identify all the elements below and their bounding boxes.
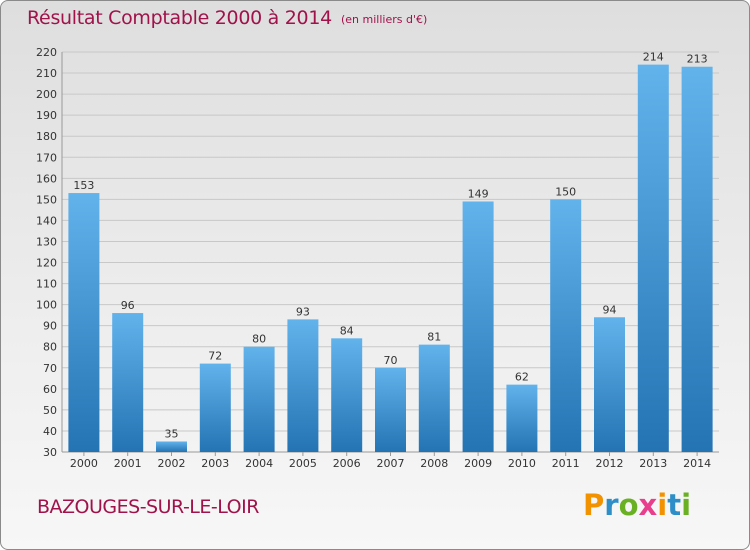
bar <box>112 313 144 452</box>
x-tick-label: 2013 <box>639 457 667 470</box>
bar <box>506 384 538 452</box>
y-tick-label: 110 <box>36 278 57 291</box>
x-tick-label: 2005 <box>289 457 317 470</box>
bar <box>243 346 275 452</box>
y-tick-label: 140 <box>36 214 57 227</box>
bar <box>375 367 406 452</box>
y-tick-label: 130 <box>36 235 57 248</box>
brand-letter: P <box>583 488 605 522</box>
y-tick-label: 30 <box>43 446 57 459</box>
y-tick-label: 60 <box>43 383 57 396</box>
brand-letter: t <box>667 488 682 522</box>
x-tick-label: 2014 <box>683 457 711 470</box>
x-tick-label: 2012 <box>596 457 624 470</box>
bar <box>594 317 625 452</box>
brand-letter: o <box>618 488 639 522</box>
data-label: 81 <box>427 331 441 344</box>
y-tick-label: 70 <box>43 362 57 375</box>
x-tick-label: 2004 <box>245 457 273 470</box>
x-tick-label: 2009 <box>464 457 492 470</box>
bar <box>550 199 582 452</box>
y-tick-label: 50 <box>43 404 57 417</box>
x-tick-label: 2006 <box>333 457 361 470</box>
proxiti-logo[interactable]: Proxiti <box>583 488 691 522</box>
chart-subtitle: (en milliers d'€) <box>341 13 428 26</box>
bar <box>199 363 231 452</box>
brand-letter: r <box>604 488 619 522</box>
x-tick-label: 2002 <box>158 457 186 470</box>
data-label: 213 <box>687 53 708 66</box>
y-tick-label: 210 <box>36 67 57 80</box>
data-label: 84 <box>340 324 354 337</box>
data-label: 62 <box>515 371 529 384</box>
y-tick-label: 160 <box>36 172 57 185</box>
data-label: 72 <box>208 350 222 363</box>
y-tick-label: 170 <box>36 151 57 164</box>
y-tick-label: 190 <box>36 109 57 122</box>
data-label: 35 <box>165 427 179 440</box>
bar <box>418 344 450 452</box>
data-label: 94 <box>603 303 617 316</box>
x-tick-label: 2003 <box>201 457 229 470</box>
bar <box>331 338 363 452</box>
x-tick-label: 2001 <box>114 457 142 470</box>
bar <box>287 319 319 452</box>
y-tick-label: 150 <box>36 193 57 206</box>
y-tick-label: 80 <box>43 341 57 354</box>
y-tick-label: 100 <box>36 299 57 312</box>
data-label: 70 <box>384 354 398 367</box>
bar <box>681 66 713 452</box>
y-tick-label: 220 <box>36 46 57 59</box>
y-tick-label: 180 <box>36 130 57 143</box>
bar <box>637 64 669 452</box>
x-tick-label: 2007 <box>377 457 405 470</box>
data-label: 80 <box>252 333 266 346</box>
x-tick-label: 2008 <box>420 457 448 470</box>
x-tick-label: 2010 <box>508 457 536 470</box>
commune-name: BAZOUGES-SUR-LE-LOIR <box>37 496 259 518</box>
data-label: 149 <box>468 187 489 200</box>
brand-letter: i <box>657 488 668 522</box>
x-tick-label: 2011 <box>552 457 580 470</box>
y-tick-label: 40 <box>43 425 57 438</box>
axis-layer: 30 40 50 60 70 80 90 100 110 120 130 140 150 160 170 18… <box>36 46 719 470</box>
y-tick-label: 90 <box>43 320 57 333</box>
data-label: 214 <box>643 51 664 64</box>
bar <box>68 193 100 453</box>
data-label: 150 <box>555 185 576 198</box>
y-tick-label: 120 <box>36 257 57 270</box>
data-label: 93 <box>296 305 310 318</box>
brand-letter: i <box>681 488 692 522</box>
brand-letter: x <box>638 488 658 522</box>
label-layer: 153 96 35 72 80 93 84 70 81 149 62 150 94 214 213 <box>73 51 707 441</box>
x-tick-label: 2000 <box>70 457 98 470</box>
bar <box>156 441 187 452</box>
data-label: 153 <box>73 179 94 192</box>
bar-layer <box>68 64 713 453</box>
bar <box>462 201 494 452</box>
chart-title: Résultat Comptable 2000 à 2014 <box>27 7 332 29</box>
y-tick-label: 200 <box>36 88 57 101</box>
data-label: 96 <box>121 299 135 312</box>
